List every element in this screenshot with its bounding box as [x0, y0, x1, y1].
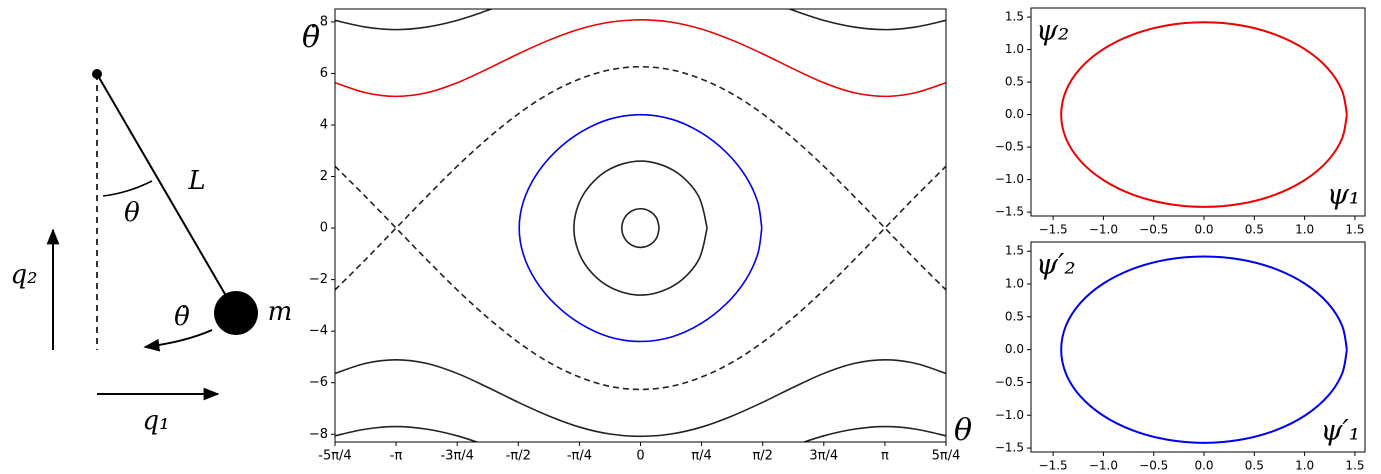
curve — [335, 19, 946, 98]
y-tick-label: −1.0 — [995, 408, 1024, 422]
x-axis-label: θ — [954, 413, 972, 448]
y-tick-label: −6 — [309, 375, 328, 390]
curve — [1060, 255, 1348, 444]
y-tick-label: −0.5 — [995, 140, 1024, 154]
y-tick-label: 4 — [320, 117, 328, 132]
x-tick-label: −1.0 — [1089, 223, 1118, 237]
x-tick-label: 0.5 — [1245, 223, 1264, 237]
plot-area — [1060, 21, 1348, 208]
curve — [335, 165, 946, 391]
y-tick-label: 1.5 — [1005, 10, 1024, 24]
axes-frame — [334, 8, 947, 443]
x-tick-label: -3π/4 — [440, 449, 473, 464]
annotation: ψ′₂ — [1036, 248, 1076, 281]
mass — [214, 291, 258, 335]
x-tick-label: 1.5 — [1345, 223, 1364, 237]
y-tick-label: 6 — [320, 66, 328, 81]
pivot — [92, 69, 102, 79]
x-tick-label: -π/2 — [506, 449, 531, 464]
x-tick-label: 1.0 — [1295, 459, 1314, 473]
y-tick-label: 1.0 — [1005, 277, 1024, 291]
y-tick-label: −2 — [309, 272, 328, 287]
y-tick-label: 0.5 — [1005, 309, 1024, 323]
x-tick-label: −0.5 — [1139, 223, 1168, 237]
x-tick-label: 0.5 — [1245, 459, 1264, 473]
curve — [573, 160, 708, 296]
curve — [1060, 21, 1348, 208]
velocity-label: θ̇ — [174, 302, 190, 332]
q1-label: q₁ — [142, 406, 169, 436]
rod — [96, 73, 237, 314]
length-label: L — [187, 166, 205, 196]
velocity-arrow — [143, 329, 213, 352]
y-tick-label: −1.5 — [995, 205, 1024, 219]
x-tick-label: 1.5 — [1345, 459, 1364, 473]
x-tick-label: −1.5 — [1039, 223, 1068, 237]
y-tick-label: 2 — [320, 169, 328, 184]
x-tick-label: -π — [390, 449, 403, 464]
y-tick-label: 1.0 — [1005, 42, 1024, 56]
curve — [335, 9, 946, 31]
y-tick-label: 8 — [320, 14, 328, 29]
y-tick-label: 0.0 — [1005, 342, 1024, 356]
y-tick-label: −0.5 — [995, 375, 1024, 389]
y-tick-label: −8 — [309, 427, 328, 442]
x-tick-label: −0.5 — [1139, 459, 1168, 473]
x-tick-label: 0.0 — [1194, 223, 1213, 237]
pendulum-diagram: L θ θ̇ m q₂ q₁ — [10, 69, 292, 436]
x-tick-label: -π/4 — [567, 449, 592, 464]
y-tick-label: −4 — [309, 324, 328, 339]
y-axis-label: θ̇ — [302, 20, 320, 55]
axes-frame — [1030, 7, 1366, 217]
y-tick-label: −1.0 — [995, 172, 1024, 186]
angle-label: θ — [124, 198, 140, 228]
y-tick-label: 0 — [320, 221, 328, 236]
y-tick-label: 0.5 — [1005, 75, 1024, 89]
x-tick-label: π — [881, 449, 889, 464]
x-tick-label: -5π/4 — [318, 449, 351, 464]
annotation: ψ₁ — [1327, 178, 1360, 211]
curve — [335, 425, 946, 442]
x-tick-label: −1.0 — [1089, 459, 1118, 473]
curve — [335, 358, 946, 438]
x-tick-label: π/4 — [691, 449, 711, 464]
q2-label: q₂ — [10, 260, 37, 290]
x-tick-label: 3π/4 — [809, 449, 838, 464]
x-tick-label: π/2 — [752, 449, 772, 464]
curve — [518, 113, 763, 343]
plot-area — [1060, 255, 1348, 444]
angle-arc — [102, 180, 153, 197]
curve — [335, 65, 946, 291]
mass-label: m — [268, 297, 293, 327]
x-tick-label: 1.0 — [1295, 223, 1314, 237]
annotation: ψ₂ — [1036, 14, 1069, 47]
x-tick-label: −1.5 — [1039, 459, 1068, 473]
plot-area — [335, 9, 946, 442]
annotation: ψ′₁ — [1320, 414, 1360, 447]
x-tick-label: 5π/4 — [932, 449, 961, 464]
x-tick-label: 0 — [636, 449, 644, 464]
y-tick-label: 1.5 — [1005, 244, 1024, 258]
y-tick-label: −1.5 — [995, 441, 1024, 455]
y-tick-label: 0.0 — [1005, 107, 1024, 121]
axes-frame — [1030, 241, 1366, 453]
x-tick-label: 0.0 — [1194, 459, 1213, 473]
curve — [621, 207, 660, 249]
